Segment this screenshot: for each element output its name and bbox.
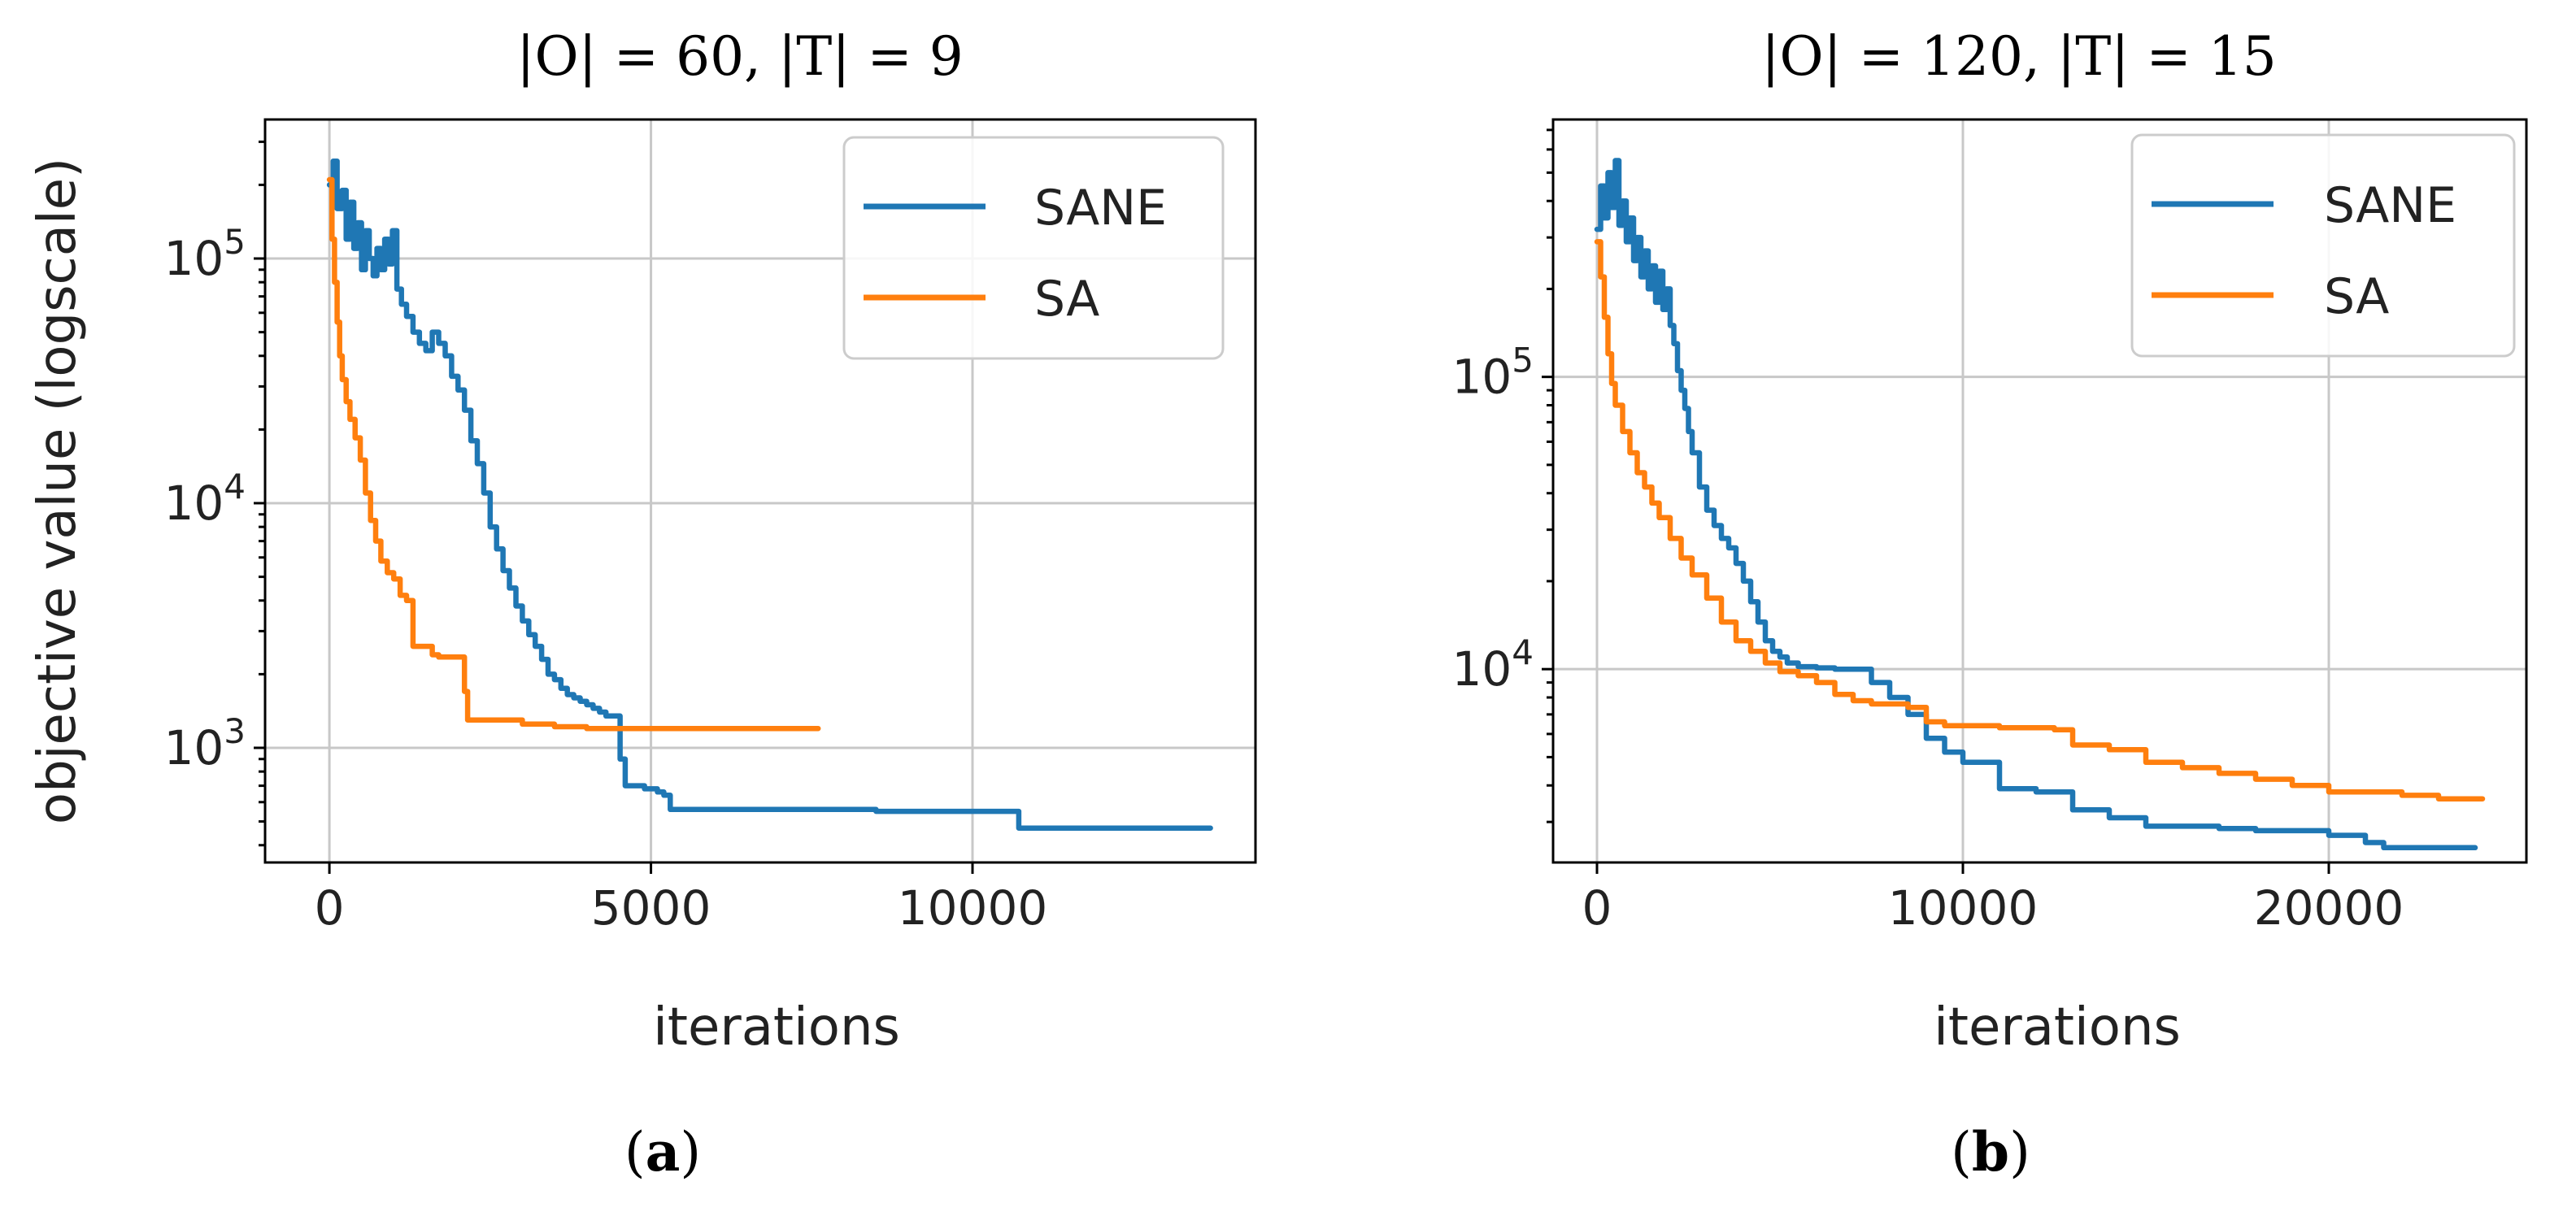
x-axis-label-a: iterations (653, 997, 900, 1058)
legend-b: SANE SA (2130, 133, 2516, 358)
x-tick-label-b: 10000 (1888, 880, 2039, 936)
series-line-sa-b (1594, 239, 2486, 801)
series-line-sane-a (326, 158, 1213, 831)
x-tick-label-b: 20000 (2254, 880, 2404, 936)
y-tick-label-a: 105 (163, 222, 246, 286)
y-tick-label-a: 103 (163, 711, 246, 775)
x-tick-label-a: 0 (315, 880, 345, 936)
chart-title-a: |O| = 60, |T| = 9 (516, 25, 964, 88)
y-axis-label-a: objective value (logscale) (28, 158, 88, 824)
chart-panel-a: |O| = 60, |T| = 9 0 5000 10000 103 104 105 it… (28, 25, 1257, 1184)
plot-frame-a (263, 118, 1257, 864)
legend-label-sa-a: SA (1034, 271, 1099, 328)
chart-title-b: |O| = 120, |T| = 15 (1761, 25, 2277, 88)
legend-label-sane-a: SANE (1034, 180, 1167, 237)
panel-caption-b: (b) (1951, 1120, 2030, 1184)
plot-frame-b (1551, 118, 2528, 864)
y-tick-label-b: 104 (1451, 632, 1534, 697)
x-tick-label-a: 10000 (898, 880, 1048, 936)
x-axis-label-b: iterations (1934, 997, 2181, 1058)
y-tick-label-b: 105 (1451, 341, 1534, 405)
legend-box-a (842, 136, 1225, 360)
chart-panel-b: |O| = 120, |T| = 15 0 10000 20000 104 105 it… (1451, 25, 2528, 1184)
legend-label-sa-b: SA (2324, 268, 2389, 325)
series-line-sane-b (1594, 158, 2478, 851)
x-tick-label-b: 0 (1582, 880, 1612, 936)
legend-a: SANE SA (842, 136, 1225, 360)
series-line-sa-a (326, 176, 821, 732)
panel-caption-a: (a) (624, 1120, 701, 1184)
y-tick-label-a: 104 (163, 467, 246, 531)
legend-label-sane-b: SANE (2324, 177, 2456, 234)
x-tick-label-a: 5000 (591, 880, 711, 936)
legend-box-b (2130, 133, 2516, 358)
